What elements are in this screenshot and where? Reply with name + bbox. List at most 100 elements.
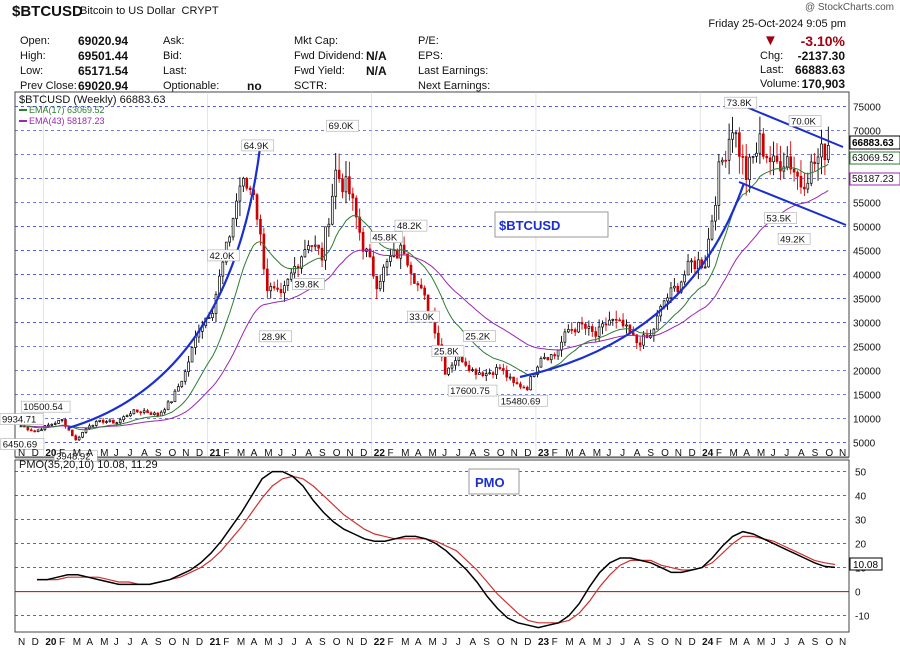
brand-logo[interactable]: @ StockCharts.com [804, 2, 894, 13]
price-tick-label: 5000 [853, 439, 876, 450]
candle-body [652, 328, 656, 336]
candle-body [536, 366, 539, 375]
candle-body [635, 334, 639, 344]
symbol-title: $BTCUSD [12, 3, 83, 20]
price-x-label: F [716, 448, 722, 459]
pmo-x-label: S [483, 637, 490, 648]
pmo-tick-label: -10 [855, 612, 870, 623]
price-x-label: O [497, 448, 505, 459]
pmo-x-label: A [86, 637, 93, 648]
price-x-label: S [155, 448, 162, 459]
open-value: 69020.94 [78, 34, 129, 48]
candle-body [283, 285, 286, 294]
pmo-x-label: D [688, 637, 695, 648]
price-panel-title: $BTCUSD (Weekly) 66883.63 [19, 94, 166, 106]
candle-body [330, 195, 334, 225]
candle-body [190, 347, 194, 363]
candle-body [816, 156, 820, 165]
price-annotation-box [777, 233, 811, 245]
pmo-x-label: O [333, 637, 341, 648]
candle-body [173, 390, 177, 403]
candle-body [744, 156, 748, 180]
pmo-x-label: J [620, 637, 625, 648]
candle-body [584, 323, 587, 329]
candle-body [211, 313, 214, 318]
candle-body [512, 376, 515, 383]
candle-body [703, 266, 707, 269]
candle-body [153, 412, 156, 415]
candle-body [248, 187, 252, 190]
candle-body [601, 323, 604, 328]
date-time: Friday 25-Oct-2024 9:05 pm [708, 18, 846, 30]
candle-body [796, 171, 799, 177]
candle-body [77, 436, 81, 441]
price-x-label: M [757, 448, 765, 459]
pmo-x-label: N [839, 637, 846, 648]
price-x-label: S [319, 448, 326, 459]
ema17-tag-box [849, 151, 900, 165]
pmo-x-label: A [634, 637, 641, 648]
candle-body [423, 287, 426, 296]
candle-body [484, 373, 488, 377]
candle-body [293, 266, 296, 274]
candle-body [98, 419, 101, 422]
pmo-x-label: F [223, 637, 229, 648]
candle-body [792, 168, 796, 173]
candle-body [286, 278, 290, 286]
candle-body [406, 253, 409, 266]
candle-body [320, 247, 324, 261]
candle-body [29, 429, 33, 432]
candle-body [655, 315, 659, 330]
price-annotation-box [463, 330, 496, 342]
candle-body [324, 226, 327, 261]
price-annotation: 25.8K [434, 347, 459, 358]
pmo-x-label: M [757, 637, 765, 648]
price-x-label: D [688, 448, 695, 459]
candle-body [57, 419, 60, 424]
price-x-label: D [360, 448, 367, 459]
candle-body [36, 429, 40, 433]
pmo-x-label: N [18, 637, 25, 648]
candle-body [307, 245, 310, 250]
price-x-label: A [415, 448, 422, 459]
candle-body [317, 244, 320, 249]
candle-body [690, 260, 693, 263]
candle-body [714, 205, 717, 222]
candle-body [573, 329, 577, 333]
candle-body [416, 283, 420, 286]
price-annotation-box [20, 400, 71, 413]
price-tick-label: 70000 [853, 126, 881, 137]
price-x-label: 22 [374, 448, 386, 459]
price-x-label: A [470, 448, 477, 459]
pmo-signal-line [37, 475, 836, 624]
candle-body [495, 367, 498, 375]
pmo-x-label: J [442, 637, 447, 648]
price-x-label: M [565, 448, 573, 459]
pmo-x-label: S [647, 637, 654, 648]
price-x-label: A [305, 448, 312, 459]
pmo-tick-label: 30 [855, 516, 867, 527]
description-text: Bitcoin to US Dollar [80, 5, 176, 17]
symbol-description: Bitcoin to US Dollar CRYPT [80, 5, 219, 17]
parabolic-curve-2021 [67, 147, 262, 430]
candle-body [738, 132, 741, 157]
price-x-label: S [647, 448, 654, 459]
candle-body [731, 132, 734, 140]
pmo-x-label: A [579, 637, 586, 648]
candle-body [344, 176, 348, 193]
pmo-x-label: N [182, 637, 189, 648]
price-annotation-box [764, 212, 797, 224]
price-annotation-box [0, 413, 44, 425]
pmo-x-label: N [675, 637, 682, 648]
pmo-x-label: J [784, 637, 789, 648]
candle-body [74, 435, 78, 441]
price-x-label: M [401, 448, 409, 459]
candle-body [443, 356, 447, 375]
candle-body [327, 223, 331, 228]
pmo-x-label: A [470, 637, 477, 648]
candle-body [146, 410, 149, 414]
price-x-label: 24 [702, 448, 714, 459]
candle-body [560, 341, 563, 351]
candle-body [313, 244, 317, 247]
